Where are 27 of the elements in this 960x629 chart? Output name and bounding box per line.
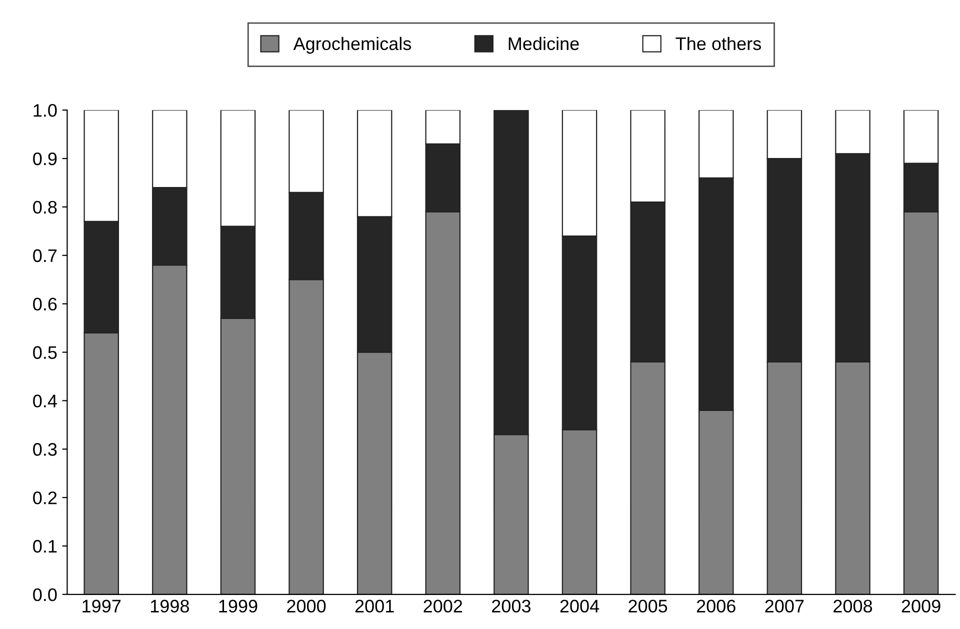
legend-label: The others	[676, 36, 761, 50]
x-tick-label: 2005	[628, 600, 668, 613]
y-tick-label: 0.8	[33, 200, 57, 214]
x-tick-label: 2004	[560, 600, 600, 613]
x-tick-label: 1999	[219, 600, 258, 613]
x-tick-label: 2009	[902, 600, 940, 613]
legend-label: Agrochemicals	[293, 36, 412, 54]
x-tick-label: 2000	[287, 600, 326, 613]
y-tick-label: 1.0	[34, 104, 57, 117]
y-tick-label: 0.3	[33, 443, 57, 456]
y-tick-label: 0.7	[33, 249, 57, 262]
x-tick-label: 2008	[834, 600, 872, 613]
y-tick-label: 0.9	[33, 152, 57, 166]
y-tick-label: 0.2	[33, 491, 57, 504]
y-tick-label: 0.4	[33, 394, 57, 408]
y-tick-label: 0.5	[33, 346, 57, 359]
x-tick-label: 2007	[765, 600, 804, 613]
x-tick-label: 2001	[355, 600, 394, 613]
x-tick-label: 1998	[150, 600, 189, 613]
x-tick-label: 2002	[424, 600, 462, 613]
y-tick-label: 0.1	[33, 540, 57, 553]
legend-label: Medicine	[508, 36, 579, 50]
x-tick-label: 2003	[492, 600, 530, 613]
x-tick-label: 2006	[696, 600, 736, 613]
y-tick-label: 0.0	[33, 588, 57, 602]
x-tick-label: 1997	[82, 600, 121, 613]
y-tick-label: 0.6	[33, 298, 57, 311]
